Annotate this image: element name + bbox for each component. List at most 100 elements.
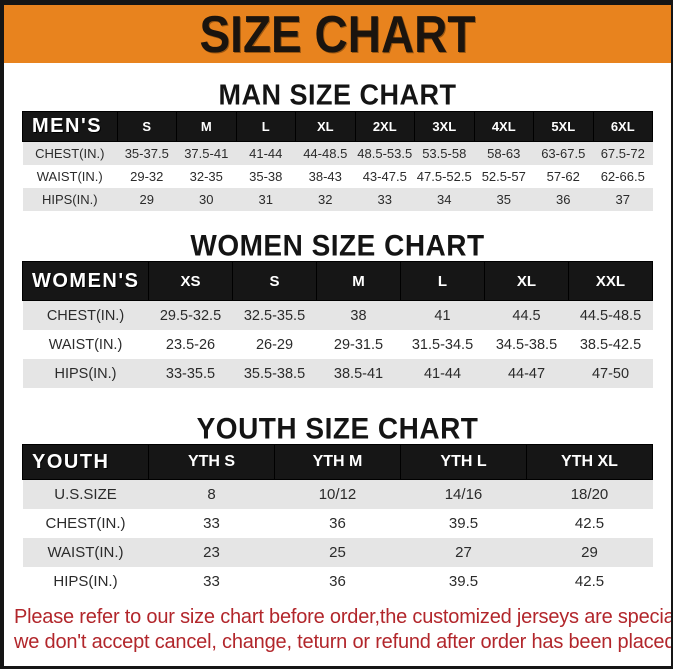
row-label-cell: HIPS(IN.) [22,359,149,388]
measurement-cell: 53.5-58 [414,141,474,165]
measurement-cell: 52.5-57 [474,165,534,188]
row-label-cell: WAIST(IN.) [22,165,117,188]
footer-note: Please refer to our size chart before or… [4,605,671,655]
table-header-row: WOMEN'S XS S M L XL XXL [22,261,653,301]
row-label-cell: CHEST(IN.) [22,141,117,165]
measurement-cell: 38 [316,300,401,330]
table-size-header: YTH XL [526,444,653,480]
row-label-cell: HIPS(IN.) [22,567,149,596]
table-size-header: S [232,261,317,301]
measurement-cell: 8 [148,479,275,509]
measurement-cell: 35.5-38.5 [232,359,317,388]
men-size-table: MEN'S S M L XL 2XL 3XL 4XL 5XL 6XL CHEST(IN.) 35-37… [22,111,653,211]
measurement-cell: 36 [274,509,401,538]
measurement-cell: 33 [355,188,415,211]
measurement-cell: 35-38 [236,165,296,188]
table-size-header: L [235,111,296,142]
measurement-cell: 36 [533,188,593,211]
measurement-cell: 32.5-35.5 [232,300,317,330]
measurement-cell: 10/12 [274,479,401,509]
table-category-header: MEN'S [22,111,118,142]
row-label-cell: WAIST(IN.) [22,538,149,567]
table-row: HIPS(IN.) 29 30 31 32 33 34 35 36 37 [22,188,653,211]
women-section-heading: WOMEN SIZE CHART [190,229,485,262]
measurement-cell: 62-66.5 [593,165,653,188]
measurement-cell: 63-67.5 [533,141,593,165]
table-category-header: WOMEN'S [22,261,149,301]
table-size-header: L [400,261,485,301]
table-size-header: YTH L [400,444,527,480]
measurement-cell: 44.5 [484,300,569,330]
row-label-cell: CHEST(IN.) [22,300,149,330]
table-header-row: MEN'S S M L XL 2XL 3XL 4XL 5XL 6XL [22,111,653,142]
measurement-cell: 29 [117,188,177,211]
measurement-cell: 18/20 [526,479,653,509]
measurement-cell: 41-44 [400,359,485,388]
measurement-cell: 42.5 [526,567,653,596]
measurement-cell: 29-31.5 [316,330,401,359]
table-category-header: YOUTH [22,444,149,480]
table-row: CHEST(IN.) 35-37.5 37.5-41 41-44 44-48.5 48.5… [22,141,653,165]
measurement-cell: 38.5-41 [316,359,401,388]
table-row: CHEST(IN.) 33 36 39.5 42.5 [22,509,653,538]
measurement-cell: 29.5-32.5 [148,300,233,330]
women-size-table-container: WOMEN'S XS S M L XL XXL CHEST(IN.) 29.5-32.5 32.5… [4,261,671,388]
measurement-cell: 48.5-53.5 [355,141,415,165]
measurement-cell: 47-50 [568,359,653,388]
measurement-cell: 39.5 [400,567,527,596]
table-size-header: 3XL [414,111,475,142]
youth-section-heading: YOUTH SIZE CHART [196,412,479,445]
measurement-cell: 67.5-72 [593,141,653,165]
measurement-cell: 57-62 [533,165,593,188]
measurement-cell: 42.5 [526,509,653,538]
measurement-cell: 37.5-41 [176,141,236,165]
measurement-cell: 37 [593,188,653,211]
measurement-cell: 32 [295,188,355,211]
measurement-cell: 33-35.5 [148,359,233,388]
youth-size-table-container: YOUTH YTH S YTH M YTH L YTH XL U.S.SIZE 8 10/12… [4,444,671,596]
table-size-header: M [176,111,237,142]
measurement-cell: 33 [148,509,275,538]
measurement-cell: 34.5-38.5 [484,330,569,359]
measurement-cell: 27 [400,538,527,567]
measurement-cell: 36 [274,567,401,596]
row-label-cell: HIPS(IN.) [22,188,117,211]
table-size-header: XL [484,261,569,301]
table-row: WAIST(IN.) 23 25 27 29 [22,538,653,567]
youth-size-table: YOUTH YTH S YTH M YTH L YTH XL U.S.SIZE 8 10/12… [22,444,653,596]
measurement-cell: 23 [148,538,275,567]
table-size-header: YTH S [148,444,275,480]
table-size-header: 4XL [473,111,534,142]
table-size-header: 5XL [533,111,594,142]
measurement-cell: 32-35 [176,165,236,188]
measurement-cell: 31 [236,188,296,211]
banner-title: SIZE CHART [199,4,476,64]
table-size-header: M [316,261,401,301]
measurement-cell: 35 [474,188,534,211]
table-size-header: S [116,111,177,142]
table-size-header: XXL [568,261,653,301]
measurement-cell: 30 [176,188,236,211]
table-row: HIPS(IN.) 33 36 39.5 42.5 [22,567,653,596]
table-size-header: XS [148,261,233,301]
measurement-cell: 34 [414,188,474,211]
measurement-cell: 25 [274,538,401,567]
row-label-cell: U.S.SIZE [22,479,149,509]
row-label-cell: CHEST(IN.) [22,509,149,538]
table-row: CHEST(IN.) 29.5-32.5 32.5-35.5 38 41 44.5 44.5… [22,300,653,330]
measurement-cell: 35-37.5 [117,141,177,165]
men-size-table-container: MEN'S S M L XL 2XL 3XL 4XL 5XL 6XL CHEST(IN.) 35-37… [4,111,671,211]
measurement-cell: 47.5-52.5 [414,165,474,188]
measurement-cell: 38-43 [295,165,355,188]
measurement-cell: 44-48.5 [295,141,355,165]
table-row: WAIST(IN.) 29-32 32-35 35-38 38-43 43-47.5 47.… [22,165,653,188]
table-header-row: YOUTH YTH S YTH M YTH L YTH XL [22,444,653,480]
men-section-heading: MAN SIZE CHART [218,79,457,111]
measurement-cell: 43-47.5 [355,165,415,188]
footer-line-1: Please refer to our size chart before or… [14,606,673,628]
measurement-cell: 38.5-42.5 [568,330,653,359]
measurement-cell: 44-47 [484,359,569,388]
measurement-cell: 26-29 [232,330,317,359]
row-label-cell: WAIST(IN.) [22,330,149,359]
table-row: HIPS(IN.) 33-35.5 35.5-38.5 38.5-41 41-44 44-… [22,359,653,388]
